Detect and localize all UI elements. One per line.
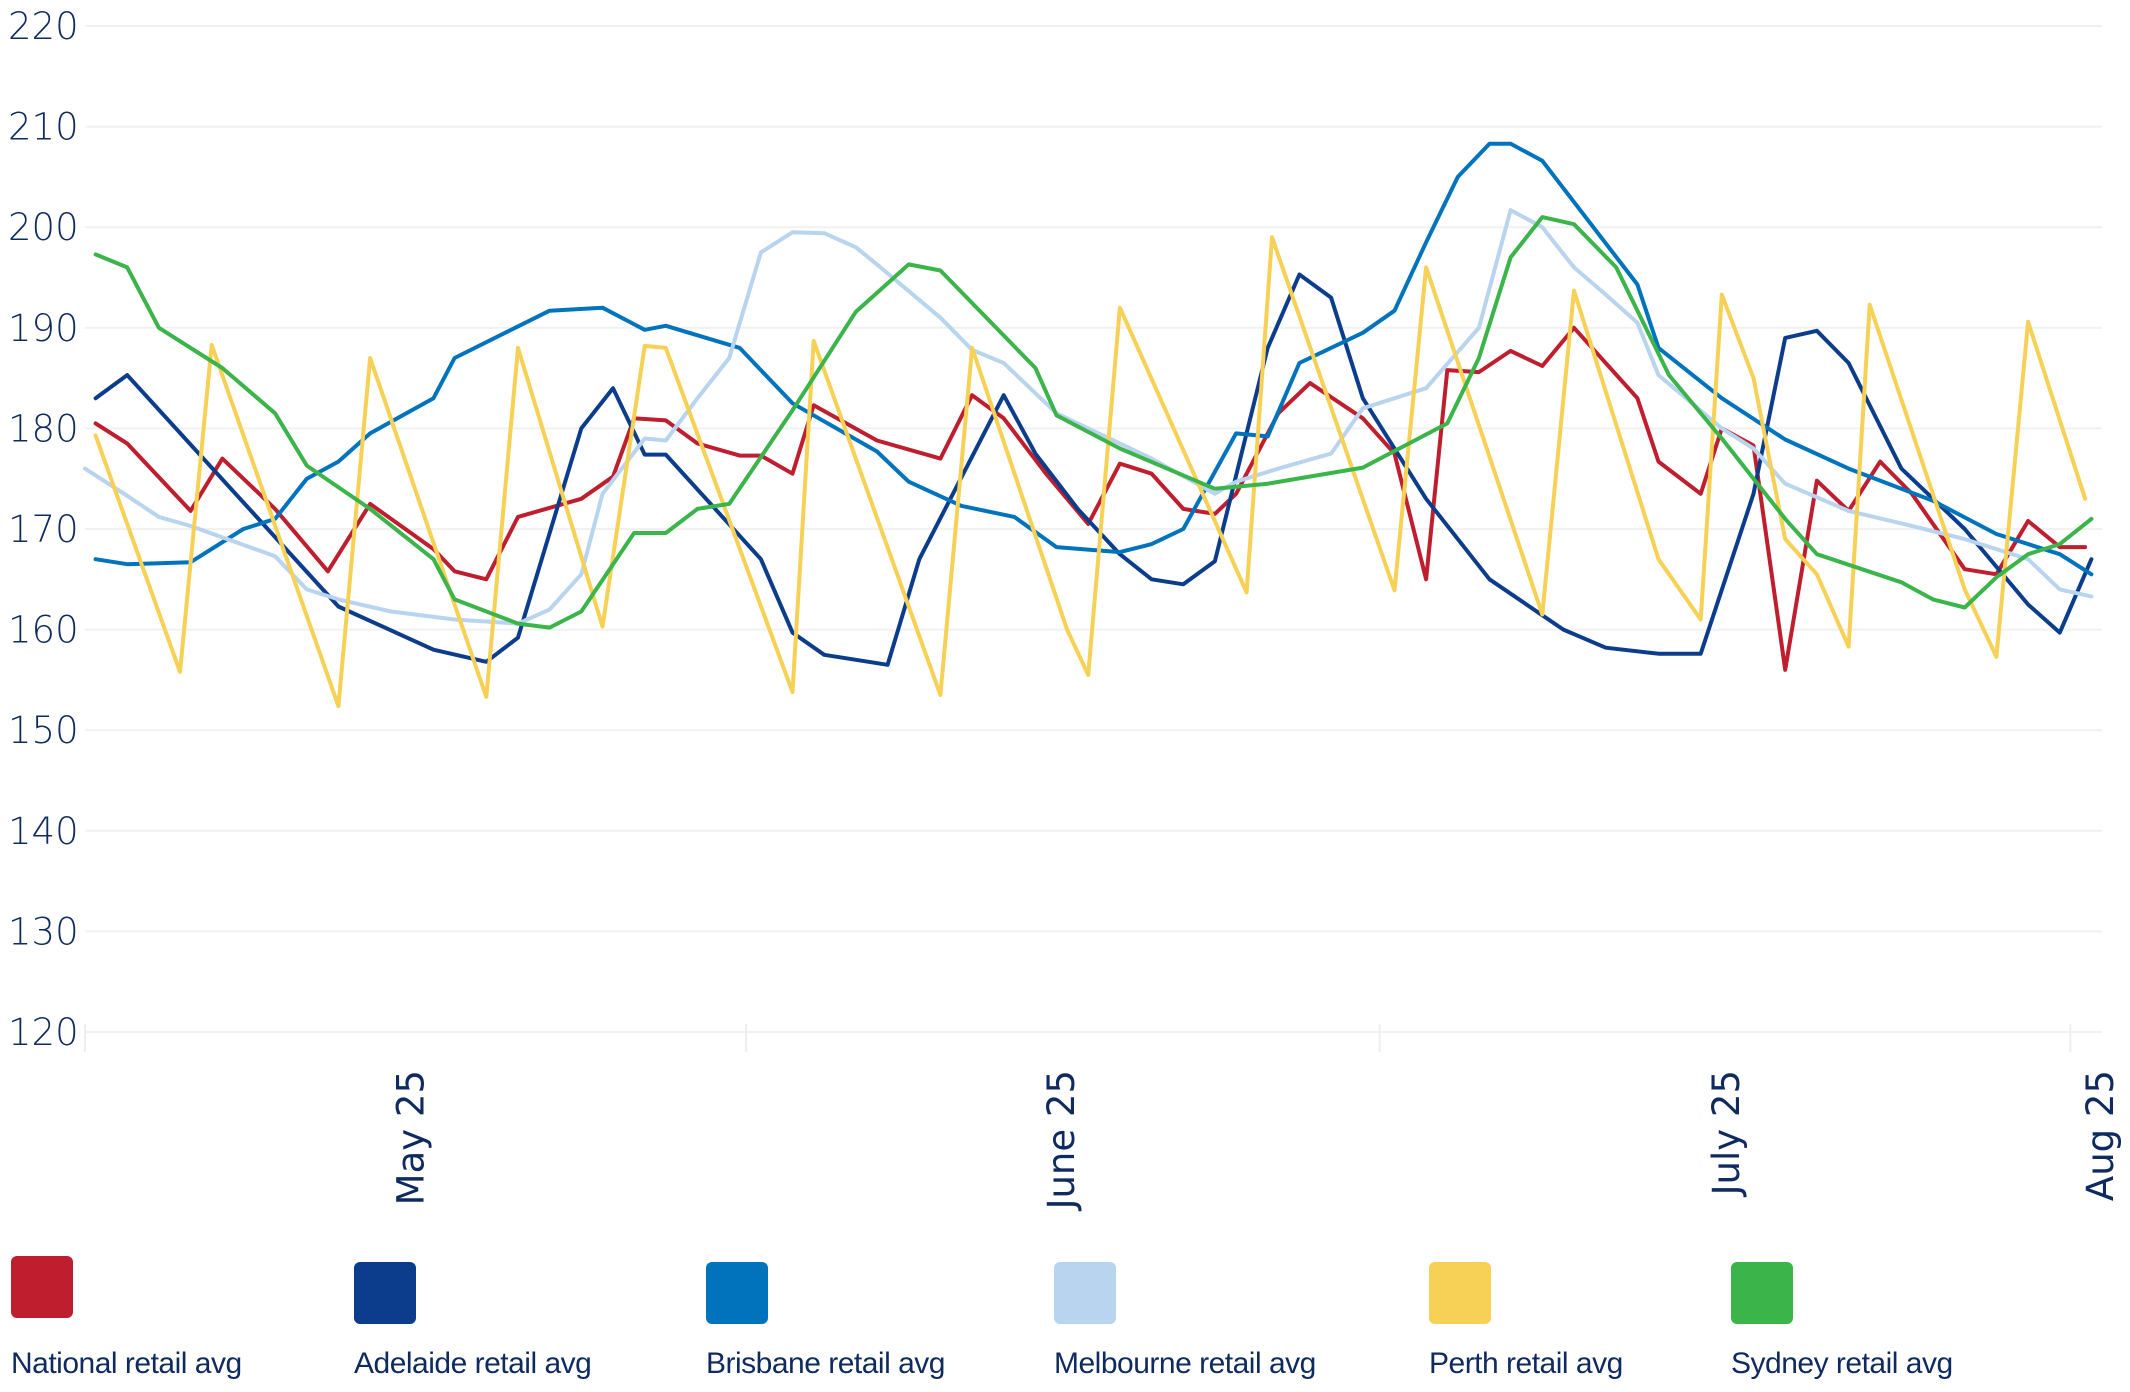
legend: National retail avg Adelaide retail avg … [0,1256,2130,1392]
y-tick-label: 220 [8,5,79,48]
legend-label: Brisbane retail avg [706,1347,945,1380]
legend-item-perth[interactable]: Perth retail avg [1429,1262,1623,1380]
series-lines [83,141,2094,709]
legend-item-national[interactable]: National retail avg [11,1256,242,1380]
legend-item-brisbane[interactable]: Brisbane retail avg [706,1262,945,1380]
y-axis: 120 130 140 150 160 170 180 190 200 210 220 [8,5,79,1054]
legend-item-sydney[interactable]: Sydney retail avg [1731,1262,1953,1380]
series-line-national [93,325,2088,672]
x-tick-label: July 25 [1705,1070,1748,1197]
legend-swatch [11,1256,73,1318]
x-axis: May 25 June 25 July 25 Aug 25 [389,1070,2122,1211]
y-tick-label: 190 [8,307,79,350]
gridlines [84,25,2102,1052]
series-line-adelaide [93,272,2094,667]
legend-swatch [1054,1262,1116,1324]
legend-swatch [1731,1262,1793,1324]
series-line-perth [93,235,2088,709]
y-tick-label: 120 [8,1011,79,1054]
x-tick-label: Aug 25 [2079,1070,2122,1201]
line-chart: 120 130 140 150 160 170 180 190 200 210 220 May 25… [8,5,2122,1211]
series-line-brisbane [93,141,2094,577]
y-tick-label: 130 [8,910,79,953]
legend-label: Sydney retail avg [1731,1347,1953,1380]
y-tick-label: 150 [8,709,79,752]
y-tick-label: 180 [8,407,79,450]
series-line-melbourne [83,208,2094,626]
y-tick-label: 200 [8,206,79,249]
y-tick-label: 210 [8,106,79,149]
legend-label: Melbourne retail avg [1054,1347,1316,1380]
x-tick-label: June 25 [1040,1070,1083,1211]
legend-item-melbourne[interactable]: Melbourne retail avg [1054,1262,1316,1380]
legend-label: National retail avg [11,1347,242,1380]
legend-swatch [1429,1262,1491,1324]
series-line-sydney [93,215,2094,630]
x-tick-label: May 25 [389,1070,432,1205]
legend-swatch [354,1262,416,1324]
y-tick-label: 140 [8,810,79,853]
legend-label: Adelaide retail avg [354,1347,592,1380]
legend-item-adelaide[interactable]: Adelaide retail avg [354,1262,592,1380]
y-tick-label: 160 [8,609,79,652]
legend-label: Perth retail avg [1429,1347,1623,1380]
legend-swatch [706,1262,768,1324]
y-tick-label: 170 [8,508,79,551]
